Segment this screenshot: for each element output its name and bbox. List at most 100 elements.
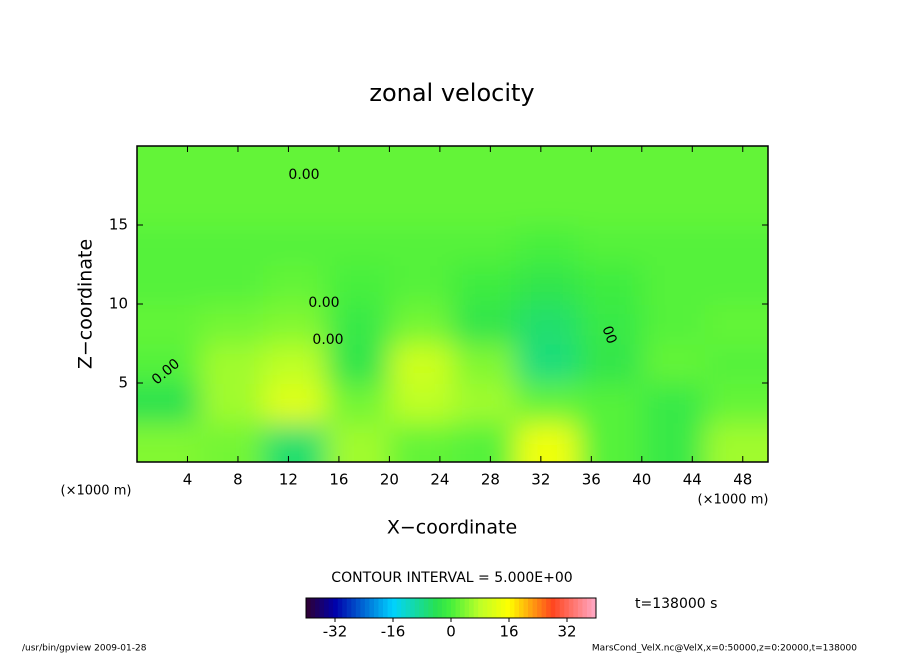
cell [641,225,706,266]
x-tick-label: 32 [531,471,550,489]
colorbar-step [518,598,524,618]
colorbar-step [319,598,325,618]
cell [389,304,454,345]
cell [389,343,454,384]
colorbar-step [573,598,579,618]
cell [641,304,706,345]
cell [515,225,580,266]
colorbar-step [487,598,493,618]
colorbar-step [455,598,461,618]
x-tick-label: 12 [279,471,298,489]
cell [389,264,454,305]
colorbar-step [333,598,339,618]
colorbar-step [378,598,384,618]
cell [452,383,517,424]
cell [578,264,643,305]
cell [515,304,580,345]
colorbar-step [410,598,416,618]
cell [200,185,265,226]
colorbar-step [446,598,452,618]
cell [263,343,328,384]
colorbar-step [405,598,411,618]
cell [326,383,391,424]
cell [641,343,706,384]
colorbar-step [505,598,511,618]
cell [515,146,580,187]
colorbar-step [337,598,343,618]
y-tick-label: 15 [109,216,128,234]
y-tick-label: 10 [109,295,128,313]
cell [515,422,580,462]
cell [263,383,328,424]
cell [137,304,202,345]
cell [641,185,706,226]
y-unit: (×1000 m) [61,484,132,499]
cell [263,304,328,345]
cell [200,225,265,266]
cell [452,225,517,266]
contour-interval: CONTOUR INTERVAL = 5.000E+00 [331,570,572,586]
colorbar-step [550,598,556,618]
cell [515,185,580,226]
cell [578,383,643,424]
cell [452,264,517,305]
cell [452,343,517,384]
colorbar-step [324,598,330,618]
colorbar-step [586,598,592,618]
cell [326,185,391,226]
x-tick-label: 16 [329,471,348,489]
cell [704,225,768,266]
cell [389,185,454,226]
colorbar-tick-label: 32 [557,623,576,641]
cell [704,146,768,187]
colorbar-tick-label: -16 [381,623,406,641]
colorbar-step [469,598,475,618]
colorbar-step [342,598,348,618]
colorbar-step [500,598,506,618]
cell [704,422,768,462]
cell [137,146,202,187]
cell [263,264,328,305]
y-tick-label: 5 [118,374,128,392]
cell [641,264,706,305]
x-tick-label: 28 [481,471,500,489]
colorbar-step [473,598,479,618]
x-axis-label: X−coordinate [387,517,517,539]
time-label: t=138000 s [635,596,717,612]
colorbar-step [555,598,561,618]
footer-right: MarsCond_VelX.nc@VelX,x=0:50000,z=0:2000… [592,644,857,654]
cell [326,343,391,384]
colorbar-step [568,598,574,618]
colorbar-step [306,598,312,618]
cell [263,225,328,266]
colorbar-step [509,598,515,618]
contour-label: 0.00 [312,332,343,348]
colorbar-step [328,598,334,618]
colorbar-step [577,598,583,618]
colorbar-step [482,598,488,618]
cell [452,304,517,345]
cell [200,422,265,462]
colorbar-step [373,598,379,618]
colorbar-step [423,598,429,618]
cell [389,422,454,462]
colorbar-step [432,598,438,618]
cell [452,422,517,462]
cell [326,146,391,187]
cell [578,304,643,345]
x-tick-label: 8 [233,471,243,489]
colorbar-step [419,598,425,618]
cell [137,225,202,266]
cell [137,383,202,424]
colorbar-step [414,598,420,618]
cell [704,264,768,305]
colorbar-tick-label: 16 [499,623,518,641]
contour-label: 0.00 [308,295,339,311]
y-axis-label: Z−coordinate [75,239,97,369]
colorbar-step [582,598,588,618]
colorbar-step [315,598,321,618]
colorbar-step [369,598,375,618]
colorbar-step [591,598,597,618]
colorbar-step [355,598,361,618]
